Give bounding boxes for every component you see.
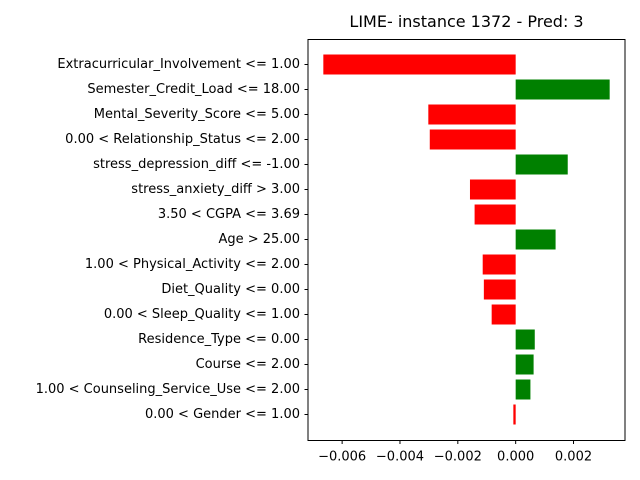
bar xyxy=(515,379,531,400)
bar xyxy=(515,229,556,250)
y-tick-label: 0.00 < Sleep_Quality <= 1.00 xyxy=(104,307,300,322)
y-tick-label: 1.00 < Counseling_Service_Use <= 2.00 xyxy=(36,382,300,397)
x-axis-ticks: −0.006 −0.004 −0.002 0.000 0.002 xyxy=(318,440,592,465)
y-tick-label: Course <= 2.00 xyxy=(196,357,300,372)
bar xyxy=(482,254,516,275)
y-tick-label: Age > 25.00 xyxy=(218,232,300,247)
y-axis-ticks: Extracurricular_Involvement <= 1.00 Semes… xyxy=(36,57,308,422)
x-tick-label: −0.004 xyxy=(376,450,424,465)
chart-title: LIME- instance 1372 - Pred: 3 xyxy=(349,12,583,31)
bars-group xyxy=(323,54,610,425)
x-tick-label: 0.002 xyxy=(555,450,592,465)
bar xyxy=(474,204,516,225)
bar xyxy=(515,154,568,175)
plot-frame xyxy=(307,39,626,441)
x-tick-label: 0.000 xyxy=(497,450,534,465)
bar xyxy=(513,404,516,425)
bar xyxy=(515,79,610,100)
y-tick-label: 0.00 < Gender <= 1.00 xyxy=(145,407,300,422)
y-tick-label: Mental_Severity_Score <= 5.00 xyxy=(94,107,300,122)
y-tick-label: Extracurricular_Involvement <= 1.00 xyxy=(57,57,300,72)
y-tick-label: stress_depression_diff <= -1.00 xyxy=(93,157,300,172)
x-tick-label: −0.002 xyxy=(434,450,482,465)
bar xyxy=(515,354,534,375)
y-tick-label: 1.00 < Physical_Activity <= 2.00 xyxy=(85,257,300,272)
y-tick-label: Residence_Type <= 0.00 xyxy=(138,332,300,347)
x-tick-label: −0.006 xyxy=(318,450,366,465)
bar xyxy=(515,329,535,350)
bar xyxy=(323,54,516,75)
y-tick-label: Semester_Credit_Load <= 18.00 xyxy=(87,82,300,97)
bar xyxy=(429,129,516,150)
bar xyxy=(428,104,516,125)
y-tick-label: Diet_Quality <= 0.00 xyxy=(161,282,300,297)
bar xyxy=(491,304,516,325)
y-tick-label: 0.00 < Relationship_Status <= 2.00 xyxy=(65,132,300,147)
y-tick-label: 3.50 < CGPA <= 3.69 xyxy=(158,207,300,222)
y-tick-label: stress_anxiety_diff > 3.00 xyxy=(131,182,300,197)
bar xyxy=(469,179,516,200)
bar xyxy=(483,279,516,300)
